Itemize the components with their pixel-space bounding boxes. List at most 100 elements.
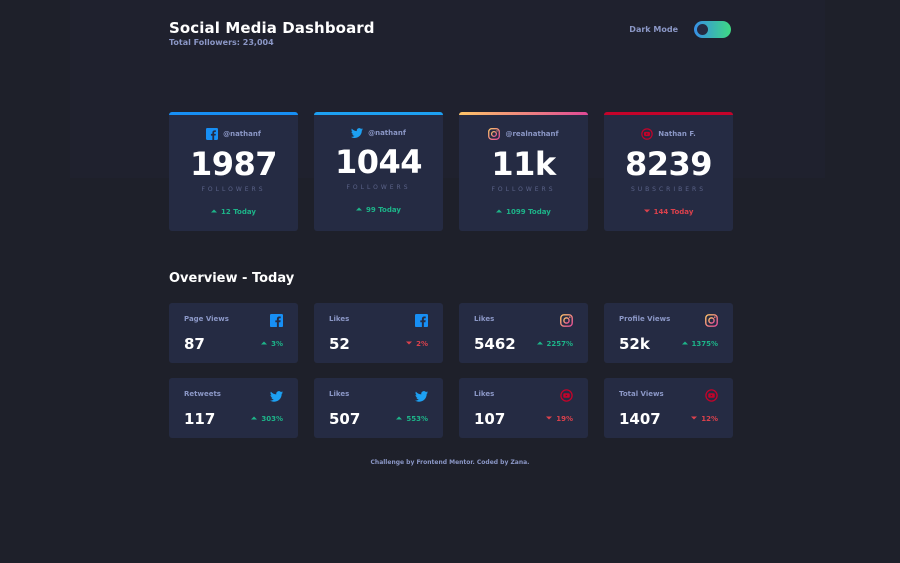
- overview-tile[interactable]: Likes 52 2%: [314, 303, 443, 363]
- tile-value: 5462: [474, 335, 516, 353]
- tile-percent-text: 12%: [701, 415, 718, 423]
- overview-grid: Page Views 87 3% Likes 52 2% Likes 5462 …: [169, 303, 733, 438]
- instagram-icon: [560, 312, 573, 331]
- card-count: 11k: [491, 145, 556, 183]
- arrow-up-icon: [496, 208, 506, 216]
- page-title: Social Media Dashboard: [169, 19, 375, 37]
- card-handle-row: @nathanf: [314, 128, 443, 138]
- tile-percent: 19%: [546, 415, 573, 423]
- follower-card[interactable]: @nathanf 1044 FOLLOWERS 99 Today: [314, 112, 443, 231]
- arrow-up-icon: [681, 340, 692, 348]
- overview-tile[interactable]: Total Views 1407 12%: [604, 378, 733, 438]
- tile-percent-text: 3%: [271, 340, 283, 348]
- arrow-up-icon: [211, 208, 221, 216]
- tile-label: Likes: [474, 315, 495, 323]
- youtube-icon: [641, 128, 658, 140]
- youtube-icon: [705, 387, 718, 406]
- card-accent-stripe: [604, 112, 733, 115]
- toggle-knob: [697, 24, 708, 35]
- card-delta-text: 99 Today: [366, 205, 401, 214]
- arrow-down-icon: [691, 415, 701, 423]
- facebook-icon: [206, 128, 223, 140]
- tile-percent-text: 2257%: [546, 340, 574, 348]
- card-count: 1987: [189, 145, 278, 183]
- arrow-up-icon: [251, 415, 261, 423]
- card-accent-stripe: [314, 112, 443, 115]
- tile-percent: 3%: [261, 340, 283, 348]
- tile-percent: 1375%: [681, 340, 719, 348]
- arrow-up-icon: [261, 340, 271, 348]
- follower-card[interactable]: @nathanf 1987 FOLLOWERS 12 Today: [169, 112, 298, 231]
- card-unit: FOLLOWERS: [201, 186, 266, 193]
- follower-card[interactable]: @realnathanf 11k FOLLOWERS 1099 Today: [459, 112, 588, 231]
- overview-tile[interactable]: Likes 107 19%: [459, 378, 588, 438]
- facebook-icon: [270, 312, 283, 331]
- arrow-up-icon: [396, 415, 406, 423]
- tile-value: 1407: [619, 410, 661, 428]
- tile-percent: 2%: [406, 340, 428, 348]
- follower-cards: @nathanf 1987 FOLLOWERS 12 Today @nathan…: [169, 112, 733, 231]
- arrow-down-icon: [643, 208, 654, 216]
- card-handle: @realnathanf: [505, 130, 559, 138]
- footer-attribution: Challenge by Frontend Mentor. Coded by Z…: [370, 459, 530, 466]
- tile-label: Page Views: [184, 315, 229, 323]
- arrow-up-icon: [536, 340, 547, 348]
- card-count: 8239: [624, 145, 713, 183]
- tile-value: 507: [329, 410, 361, 428]
- arrow-down-icon: [406, 340, 416, 348]
- tile-percent: 12%: [691, 415, 718, 423]
- card-delta-text: 1099 Today: [506, 208, 551, 216]
- tile-percent: 553%: [396, 415, 428, 423]
- tile-label: Likes: [474, 390, 495, 398]
- card-unit: FOLLOWERS: [346, 183, 411, 191]
- overview-tile[interactable]: Retweets 117 303%: [169, 378, 298, 438]
- card-delta: 1099 Today: [459, 208, 588, 216]
- instagram-icon: [705, 312, 718, 331]
- card-unit: SUBSCRIBERS: [630, 186, 707, 193]
- card-handle-row: @nathanf: [169, 128, 298, 140]
- card-unit: FOLLOWERS: [491, 186, 556, 193]
- card-delta: 12 Today: [169, 208, 298, 216]
- tile-percent-text: 553%: [406, 415, 428, 423]
- tile-value: 52: [329, 335, 350, 353]
- arrow-up-icon: [356, 206, 366, 214]
- overview-tile[interactable]: Profile Views 52k 1375%: [604, 303, 733, 363]
- card-handle: Nathan F.: [658, 130, 696, 138]
- dark-mode-control: Dark Mode: [629, 21, 731, 38]
- tile-value: 107: [474, 410, 506, 428]
- card-count: 1044: [334, 142, 423, 181]
- twitter-icon: [270, 387, 283, 406]
- tile-value: 117: [184, 410, 216, 428]
- tile-label: Likes: [329, 390, 350, 398]
- card-handle-row: @realnathanf: [459, 128, 588, 140]
- overview-tile[interactable]: Likes 5462 2257%: [459, 303, 588, 363]
- facebook-icon: [415, 312, 428, 331]
- tile-label: Likes: [329, 315, 350, 323]
- card-accent-stripe: [459, 112, 588, 115]
- tile-label: Profile Views: [619, 315, 671, 323]
- card-handle: @nathanf: [223, 130, 261, 138]
- dark-mode-label: Dark Mode: [629, 25, 678, 34]
- tile-percent-text: 2%: [416, 340, 428, 348]
- card-accent-stripe: [169, 112, 298, 115]
- instagram-icon: [488, 128, 505, 140]
- tile-label: Total Views: [619, 390, 664, 398]
- tile-percent-text: 1375%: [691, 340, 719, 348]
- tile-value: 52k: [619, 335, 650, 353]
- card-delta-text: 144 Today: [653, 208, 694, 216]
- card-handle-row: Nathan F.: [604, 128, 733, 140]
- overview-tile[interactable]: Likes 507 553%: [314, 378, 443, 438]
- dark-mode-toggle[interactable]: [694, 21, 731, 38]
- follower-card[interactable]: Nathan F. 8239 SUBSCRIBERS 144 Today: [604, 112, 733, 231]
- card-handle: @nathanf: [368, 128, 406, 137]
- overview-tile[interactable]: Page Views 87 3%: [169, 303, 298, 363]
- twitter-icon: [415, 387, 428, 406]
- tile-percent-text: 19%: [556, 415, 573, 423]
- tile-percent: 2257%: [536, 340, 574, 348]
- tile-percent-text: 303%: [261, 415, 283, 423]
- total-followers: Total Followers: 23,004: [169, 38, 274, 47]
- arrow-down-icon: [546, 415, 556, 423]
- card-delta: 144 Today: [604, 208, 733, 216]
- tile-label: Retweets: [184, 390, 221, 398]
- card-delta-text: 12 Today: [221, 208, 256, 216]
